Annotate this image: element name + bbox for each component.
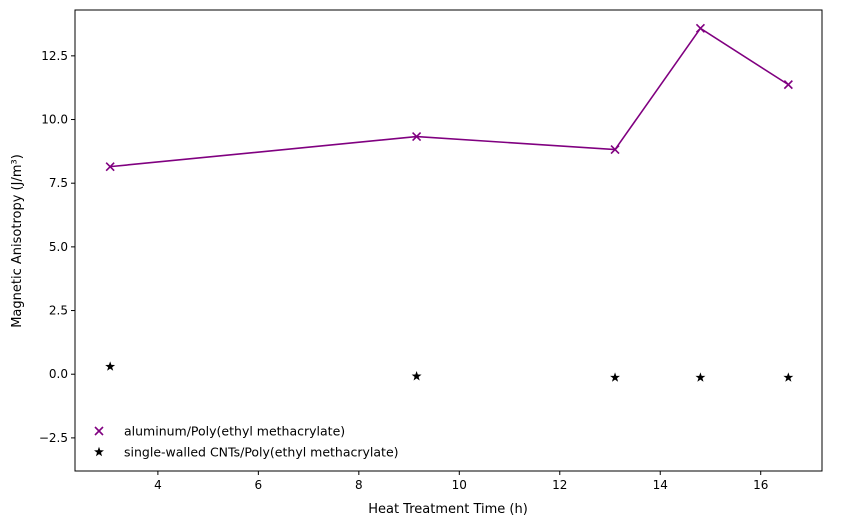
x-tick-label: 14	[653, 478, 668, 492]
data-point	[411, 371, 422, 381]
y-tick-label: 7.5	[49, 176, 68, 190]
y-axis-label: Magnetic Anisotropy (J/m³)	[10, 154, 25, 328]
data-point	[610, 145, 620, 155]
legend: aluminum/Poly(ethyl methacrylate) single-…	[94, 424, 399, 460]
data-point-stroke-b	[412, 132, 422, 142]
x-axis: 4 6 8 10 12 14 16	[154, 471, 768, 492]
y-tick-label: 5.0	[49, 240, 68, 254]
x-tick-label: 10	[452, 478, 467, 492]
legend-label: single-walled CNTs/Poly(ethyl methacryla…	[124, 445, 399, 460]
y-axis: −2.5 0.0 2.5 5.0 7.5 10.0 12.5	[39, 49, 75, 445]
data-point	[105, 361, 116, 371]
legend-marker	[94, 446, 104, 457]
y-tick-label: 10.0	[41, 113, 68, 127]
y-tick-label: 12.5	[41, 49, 68, 63]
data-point	[412, 132, 422, 142]
data-point	[610, 372, 620, 382]
legend-marker	[94, 426, 104, 436]
x-tick-label: 8	[355, 478, 363, 492]
legend-label: aluminum/Poly(ethyl methacrylate)	[124, 424, 345, 439]
x-axis-label: Heat Treatment Time (h)	[368, 502, 528, 517]
series-1	[105, 361, 794, 382]
x-tick-label: 6	[255, 478, 263, 492]
series-0	[105, 23, 793, 172]
data-point-stroke-b	[105, 162, 115, 172]
data-point	[783, 372, 794, 382]
plot-frame	[74, 9, 823, 472]
y-tick-label: 0.0	[49, 367, 68, 381]
legend-marker-stroke-b	[94, 426, 104, 436]
plot-background	[75, 10, 822, 471]
data-point-stroke-b	[783, 80, 793, 90]
x-tick-label: 12	[552, 478, 567, 492]
data-point	[105, 162, 115, 172]
data-point	[783, 80, 793, 90]
marks-layer	[105, 23, 794, 382]
data-point	[695, 23, 705, 33]
y-tick-label: −2.5	[39, 431, 68, 445]
x-tick-label: 4	[154, 478, 162, 492]
y-tick-label: 2.5	[49, 304, 68, 318]
data-point-stroke-b	[695, 23, 705, 33]
data-point-stroke-b	[610, 145, 620, 155]
data-point	[695, 372, 706, 382]
x-tick-label: 16	[753, 478, 768, 492]
